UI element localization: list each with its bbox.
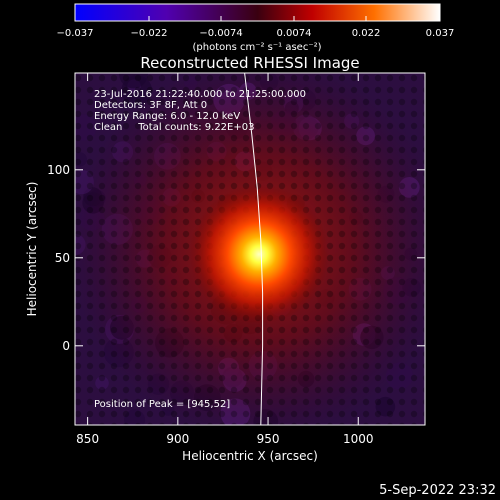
footer-timestamp: 5-Sep-2022 23:32	[379, 483, 496, 498]
info-line: 23-Jul-2016 21:22:40.000 to 21:25:00.000	[94, 89, 306, 100]
colorbar-unit-label: (photons cm⁻² s⁻¹ asec⁻²)	[192, 42, 321, 53]
y-tick-label: 100	[47, 163, 70, 177]
colorbar-gradient	[74, 3, 441, 22]
emission-core	[189, 184, 330, 325]
x-axis-label: Heliocentric X (arcsec)	[182, 449, 318, 463]
plot-area	[75, 73, 425, 425]
x-tick-label: 900	[166, 432, 189, 446]
plot-frame	[74, 72, 426, 426]
colorbar-tick-label: −0.0074	[199, 28, 242, 39]
colorbar-tick-label: −0.037	[56, 28, 93, 39]
solar-limb-line	[244, 73, 264, 425]
x-tick-label: 1000	[343, 432, 374, 446]
y-tick-label: 50	[55, 251, 70, 265]
colorbar-tick-label: 0.0074	[277, 28, 312, 39]
chart-title: Reconstructed RHESSI Image	[140, 54, 359, 72]
y-axis-label: Heliocentric Y (arcsec)	[25, 182, 39, 317]
colorbar-tick-label: 0.022	[352, 28, 381, 39]
x-axis-ticks: 850 900 950 1000	[76, 73, 374, 446]
colorbar: −0.037 −0.022 −0.0074 0.0074 0.022 0.037 (pho…	[56, 3, 454, 53]
colorbar-tick-label: −0.022	[130, 28, 167, 39]
y-tick-label: 0	[62, 339, 70, 353]
colorbar-ticks: −0.037 −0.022 −0.0074 0.0074 0.022 0.037	[56, 16, 454, 39]
info-line: Clean Total counts: 9.22E+03	[94, 122, 254, 133]
peak-position-label: Position of Peak = [945,52]	[94, 399, 230, 410]
x-tick-label: 950	[257, 432, 280, 446]
info-line: Detectors: 3F 8F, Att 0	[94, 100, 207, 111]
info-line: Energy Range: 6.0 - 12.0 keV	[94, 111, 240, 122]
y-axis-ticks: 0 50 100	[47, 163, 425, 353]
colorbar-tick-label: 0.037	[426, 28, 455, 39]
x-tick-label: 850	[76, 432, 99, 446]
observation-info: 23-Jul-2016 21:22:40.000 to 21:25:00.000…	[94, 89, 306, 133]
